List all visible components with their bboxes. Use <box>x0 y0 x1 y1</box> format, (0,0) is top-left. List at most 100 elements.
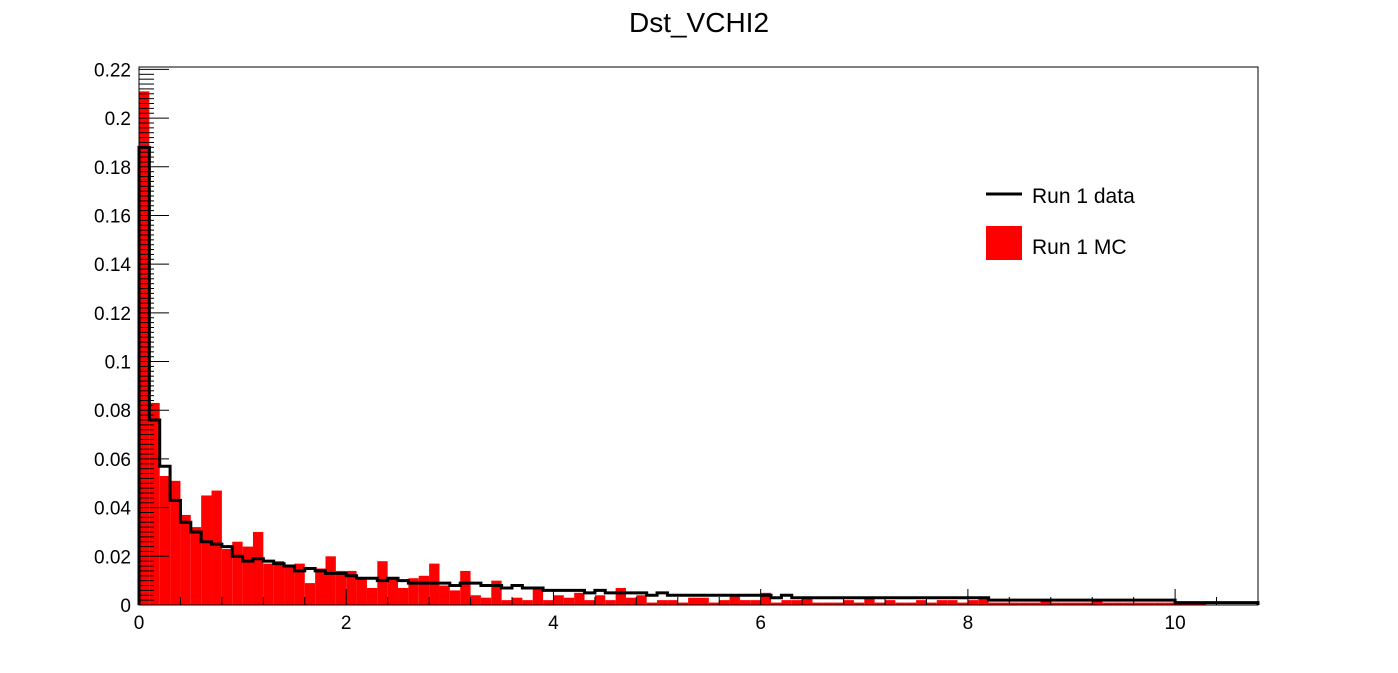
mc-bar <box>335 570 347 605</box>
mc-bar <box>998 602 1010 605</box>
mc-bar <box>874 602 885 605</box>
x-axis: 0 2 4 6 8 10 <box>134 589 1259 634</box>
mc-bar <box>543 600 554 605</box>
mc-bar <box>657 600 668 605</box>
y-tick-label: 0.12 <box>94 304 131 325</box>
mc-bar <box>615 587 626 605</box>
mc-bar <box>719 600 730 605</box>
mc-bar <box>885 600 896 605</box>
mc-bar <box>1019 602 1031 605</box>
mc-bar <box>522 600 533 605</box>
y-tick-label: 0.04 <box>94 499 131 520</box>
mc-histogram-bars <box>139 91 1207 606</box>
x-tick-label: 2 <box>341 613 352 634</box>
mc-bar <box>771 602 782 605</box>
mc-bar <box>366 587 378 605</box>
plot-frame <box>138 66 1259 606</box>
y-tick-label: 0.14 <box>94 255 131 276</box>
mc-bar <box>574 592 585 605</box>
x-tick-label: 10 <box>1165 613 1186 634</box>
mc-bar <box>646 602 658 605</box>
mc-bar <box>667 600 678 605</box>
mc-bar <box>1040 600 1051 605</box>
mc-bar <box>398 587 409 605</box>
mc-bar <box>967 600 979 605</box>
data-step-line <box>137 145 1260 605</box>
mc-bar <box>822 602 834 605</box>
mc-bar <box>346 570 357 605</box>
y-tick-label: 0.1 <box>105 353 131 374</box>
mc-bar <box>408 578 419 605</box>
mc-bar <box>905 602 917 605</box>
mc-bar <box>449 590 461 605</box>
mc-bar <box>1050 602 1062 605</box>
mc-bar <box>439 585 450 605</box>
x-tick-label: 0 <box>134 613 145 634</box>
mc-bar <box>377 561 388 605</box>
mc-bar <box>916 600 927 605</box>
y-tick-label: 0.22 <box>94 60 131 81</box>
mc-bar <box>211 490 222 605</box>
mc-bar <box>470 595 481 605</box>
mc-bar <box>149 402 160 605</box>
mc-bar <box>1061 602 1072 605</box>
mc-bar <box>387 578 399 605</box>
mc-bar <box>729 595 740 605</box>
mc-bar <box>252 531 264 605</box>
mc-bar <box>802 597 813 605</box>
mc-bar <box>708 602 720 605</box>
y-axis: 0 0.02 0.04 0.06 0.08 0.1 0.12 0.14 0.16 0.18 0.2 0… <box>94 60 169 617</box>
mc-bar <box>273 561 285 605</box>
mc-bar <box>325 556 336 605</box>
mc-bar <box>242 546 253 605</box>
mc-bar <box>760 592 772 605</box>
mc-bar <box>625 597 637 605</box>
mc-bar <box>812 602 823 605</box>
mc-bar <box>947 600 958 605</box>
x-tick-label: 6 <box>755 613 766 634</box>
mc-bar <box>853 602 865 605</box>
mc-bar <box>512 597 523 605</box>
mc-bar <box>791 600 803 605</box>
mc-bar <box>688 597 699 605</box>
mc-bar <box>304 583 316 605</box>
x-tick-label: 8 <box>963 613 974 634</box>
mc-bar <box>750 600 761 605</box>
mc-bar <box>356 578 367 605</box>
x-tick-label: 4 <box>548 613 559 634</box>
mc-bar <box>594 595 606 605</box>
mc-bar <box>1112 602 1124 605</box>
mc-bar <box>843 600 854 605</box>
mc-bar <box>1164 602 1176 605</box>
mc-bar <box>978 597 989 605</box>
mc-bar <box>1144 602 1155 605</box>
mc-bar <box>480 597 492 605</box>
mc-bar <box>294 563 305 605</box>
mc-bar <box>180 514 191 605</box>
mc-bar <box>190 527 202 605</box>
mc-bar <box>677 602 689 605</box>
y-tick-label: 0.08 <box>94 401 131 422</box>
mc-bar <box>315 568 326 605</box>
y-tick-label: 0.2 <box>105 109 131 130</box>
y-tick-label: 0 <box>120 596 131 617</box>
mc-bar <box>739 600 751 605</box>
mc-bar <box>284 566 295 605</box>
legend-label-data: Run 1 data <box>1032 185 1135 208</box>
mc-bar <box>159 475 171 605</box>
mc-bar <box>460 570 471 605</box>
mc-bar <box>170 480 181 605</box>
y-tick-label: 0.06 <box>94 450 131 471</box>
mc-bar <box>1123 602 1134 605</box>
mc-bar <box>563 597 575 605</box>
mc-bar <box>636 595 647 605</box>
mc-bar <box>491 580 502 605</box>
mc-bar <box>263 563 274 605</box>
legend-label-mc: Run 1 MC <box>1032 236 1127 259</box>
legend: Run 1 data Run 1 MC <box>986 185 1135 260</box>
mc-bar <box>501 600 512 605</box>
chart-title: Dst_VCHI2 <box>629 7 769 38</box>
y-tick-label: 0.18 <box>94 158 131 179</box>
y-tick-label: 0.02 <box>94 547 131 568</box>
